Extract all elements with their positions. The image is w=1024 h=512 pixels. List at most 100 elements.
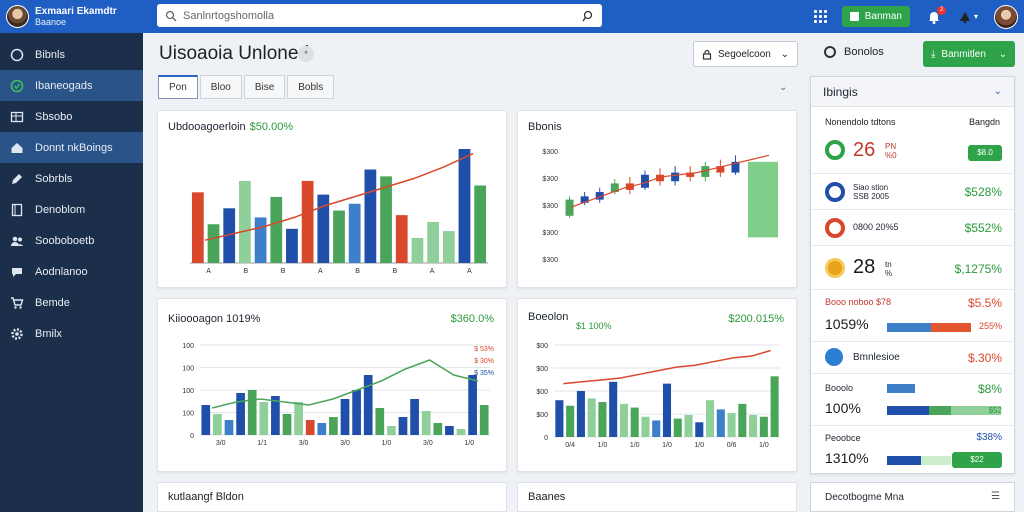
list-item[interactable]: 28 tn % $,1275% xyxy=(811,245,1016,289)
candle xyxy=(610,183,619,193)
y-tick-label: 0 xyxy=(190,433,194,440)
notification-count-badge: 2 xyxy=(936,5,946,15)
y-tick-label: $300 xyxy=(542,257,558,264)
bar xyxy=(410,399,419,435)
bar xyxy=(333,210,345,263)
candle xyxy=(565,199,574,216)
search-icon xyxy=(165,10,177,21)
x-tick-label: 1/0 xyxy=(694,442,704,449)
collapse-chevron-icon[interactable]: ⌄ xyxy=(779,82,788,93)
candle xyxy=(656,174,665,182)
tab-2[interactable]: Bloo xyxy=(199,75,242,99)
sidebar-item-3[interactable]: Sbsobo xyxy=(0,101,143,132)
sidebar-item-8[interactable]: Aodnlanoo xyxy=(0,256,143,287)
search-submit-icon[interactable] xyxy=(582,10,594,22)
sidebar-item-10[interactable]: Bmilx xyxy=(0,318,143,349)
y-tick-label: $300 xyxy=(542,176,558,183)
view-tabs: Pon Bloo Bise Bobls xyxy=(158,75,336,99)
book-icon xyxy=(11,203,23,216)
download-icon: ⤓ xyxy=(931,48,936,60)
bar xyxy=(738,403,747,437)
bar xyxy=(340,399,350,435)
y-tick-label: $300 xyxy=(542,230,558,237)
apps-grid-icon[interactable] xyxy=(813,9,828,24)
sidebar-item-6[interactable]: Denoblom xyxy=(0,194,143,225)
progress-bar-segment xyxy=(921,456,951,465)
bar xyxy=(662,383,672,437)
sidebar-item-7[interactable]: Sooboboetb xyxy=(0,225,143,256)
bar xyxy=(442,231,455,263)
x-tick-label: A xyxy=(467,268,472,275)
x-tick-label: 1/0 xyxy=(630,442,640,449)
legend-entry: $ 53% xyxy=(474,346,494,353)
x-tick-label: 3/0 xyxy=(216,440,226,447)
list-item[interactable]: 26 PN %0 $8.0 xyxy=(811,133,1016,173)
cart-icon xyxy=(11,296,24,309)
menu-icon[interactable]: ☰ xyxy=(991,491,1000,502)
search-input[interactable] xyxy=(183,9,582,22)
list-item[interactable]: Booo noboo $78 $5.5% 1059% 255% xyxy=(811,289,1016,341)
progress-bar-segment xyxy=(931,323,971,332)
notifications-bell[interactable]: 2 xyxy=(926,5,946,25)
chevron-down-icon[interactable]: ▾ xyxy=(973,12,978,21)
sidebar-item-2[interactable]: Ibaneogads xyxy=(0,70,143,101)
bar xyxy=(294,402,303,435)
bar xyxy=(239,180,251,263)
brand-name: Exmaari Ekamdtr xyxy=(35,5,117,17)
list-item[interactable]: Siao stion SSB 2005 $528% xyxy=(811,173,1016,209)
bar xyxy=(652,420,661,437)
bar xyxy=(566,405,575,437)
x-tick-label: 3/0 xyxy=(423,440,433,447)
moon-icon[interactable] xyxy=(958,10,972,24)
candle xyxy=(671,172,680,182)
top-bar: Exmaari Ekamdtr Baanoe Banman 2 ▾ xyxy=(0,0,1024,33)
export-toggle[interactable]: Bonolos xyxy=(824,46,884,58)
bar xyxy=(191,192,204,263)
bar xyxy=(201,405,211,435)
chevron-down-icon: ⌄ xyxy=(998,48,1007,60)
header-action-button[interactable]: Banman xyxy=(841,6,910,27)
list-item[interactable]: Bmnlesioe $.30% xyxy=(811,341,1016,373)
x-tick-label: 0/4 xyxy=(565,442,575,449)
right-panel: Ibingis ⌄ Nonendolo tdtons Bangdn 26 PN … xyxy=(810,76,1016,475)
users-icon xyxy=(11,236,23,246)
sidebar-item-4[interactable]: Donnt nkBoings xyxy=(0,132,143,163)
list-item[interactable]: 0800 20%5 $552% xyxy=(811,209,1016,245)
bar xyxy=(748,161,778,238)
bar xyxy=(317,423,327,435)
user-avatar[interactable] xyxy=(994,4,1018,29)
right-panel-footer[interactable]: Decotbogme Mna ☰ xyxy=(810,482,1015,512)
progress-bar-segment xyxy=(887,406,929,415)
chevron-down-icon[interactable]: ⌄ xyxy=(993,86,1002,97)
bar xyxy=(223,208,236,263)
sidebar-item-5[interactable]: Sobrbls xyxy=(0,163,143,194)
sidebar-item-9[interactable]: Bemde xyxy=(0,287,143,318)
chart-title: Bbonis xyxy=(528,121,562,133)
primary-action-button[interactable]: ⤓ Banmitlen ⌄ xyxy=(923,41,1015,67)
brand-avatar xyxy=(6,5,29,28)
x-tick-label: B xyxy=(393,268,398,275)
bar xyxy=(254,217,267,263)
tab-1[interactable]: Pon xyxy=(158,75,198,99)
chart-title: kutlaangf Bldon xyxy=(168,491,244,503)
y-tick-label: $00 xyxy=(536,412,548,419)
bar xyxy=(224,420,234,435)
search-bar[interactable] xyxy=(157,4,602,27)
list-item[interactable]: Booolo $8% 100% $52 xyxy=(811,373,1016,425)
x-tick-label: 3/0 xyxy=(299,440,309,447)
y-tick-label: 100 xyxy=(182,411,194,418)
tab-4[interactable]: Bobls xyxy=(287,75,335,99)
list-item[interactable]: Peoobce $38% 1310% $22 xyxy=(811,425,1016,475)
tab-3[interactable]: Bise xyxy=(243,75,286,99)
segment-dropdown[interactable]: Segoelcoon ⌄ xyxy=(693,41,798,67)
chart-title: Ubdooagoerloin xyxy=(168,121,246,133)
info-icon[interactable]: * xyxy=(298,46,314,62)
right-panel-header[interactable]: Ibingis ⌄ xyxy=(811,77,1014,107)
chart-card-1: Ubdooagoerloin $50.00% A B B A B B A A xyxy=(157,110,507,288)
candle xyxy=(595,192,604,200)
brand[interactable]: Exmaari Ekamdtr Baanoe xyxy=(0,5,143,28)
brand-subtitle: Baanoe xyxy=(35,16,67,27)
sidebar-item-1[interactable]: Bibnls xyxy=(0,39,143,70)
x-tick-label: 0/6 xyxy=(727,442,737,449)
x-tick-label: A xyxy=(318,268,323,275)
